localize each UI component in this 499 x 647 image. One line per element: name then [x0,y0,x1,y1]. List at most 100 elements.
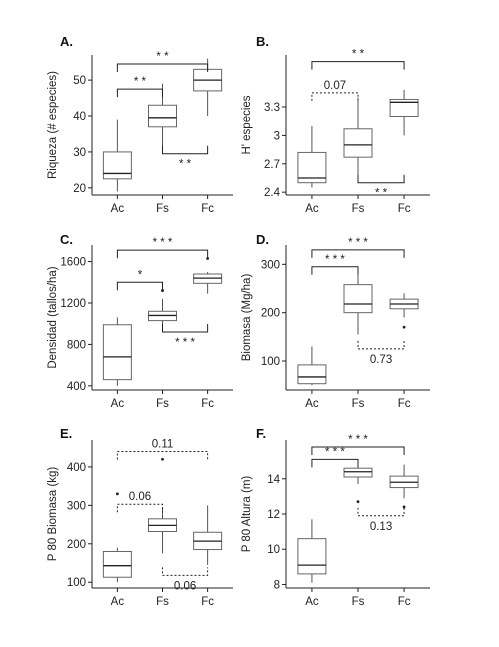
significance-bracket [311,61,405,70]
panel-letter: D. [256,232,269,247]
box-iqr [343,128,373,158]
y-tick-label: 30 [73,147,86,159]
significance-bracket [357,507,405,517]
box-iqr [343,284,373,314]
outlier-point [402,325,406,329]
y-tick-label: 2.4 [264,187,281,199]
box-iqr [102,151,132,180]
significance-label: 0.07 [324,80,346,92]
significance-label: * * [352,49,365,61]
y-tick-label: 200 [67,539,86,551]
comparison-ac-fc: * * [311,49,405,70]
y-tick-label: 300 [261,259,280,271]
x-category-label: Ac [305,203,319,215]
x-category-label: Ac [111,203,125,215]
outlier-point [402,505,406,509]
x-category-label: Fs [352,596,365,608]
panel-1: A. 20 30 40 50 Ac Fs Fc Riqueza (# especies) * * *… [47,34,233,215]
y-axis-title: P 80 Biomasa (kg) [47,467,59,562]
significance-label: * * * [153,237,173,249]
box-fc [193,505,223,565]
significance-label: * [138,269,143,281]
significance-label: 0.11 [152,439,174,451]
significance-label: * * [156,51,169,63]
significance-label: * * * [348,237,368,249]
box-fs [343,97,373,178]
comparison-ac-fs: * [116,269,163,291]
significance-label: * * [134,76,147,88]
outlier-point [356,500,360,504]
significance-bracket [116,249,209,259]
y-tick-label: 8 [274,579,280,591]
comparison-ac-fs: 0.07 [311,80,359,101]
outlier-point [161,457,164,461]
significance-label: * * [375,188,388,200]
y-axis-title: Riqueza (# especies) [47,71,59,179]
y-tick-label: 2.7 [264,159,280,171]
significance-bracket [357,340,405,350]
y-tick-label: 200 [261,308,280,320]
panel-letter: C. [60,232,73,247]
significance-bracket [311,92,359,101]
box-fc [389,293,419,329]
x-category-label: Ac [111,596,125,608]
y-tick-label: 12 [267,509,280,521]
x-category-label: Fs [156,398,169,410]
box-ac [102,317,132,386]
y-axis-title: P 80 Altura (m) [241,476,253,553]
significance-bracket [162,145,209,155]
box-fs [343,266,373,335]
box-fs [343,464,373,504]
significance-label: 0.73 [370,354,392,366]
comparison-ac-fs: * * * [311,446,359,468]
x-category-label: Fc [398,203,411,215]
comparison-ac-fc: 0.11 [116,439,209,460]
box-iqr [148,104,177,128]
comparison-fs-fc: 0.73 [357,340,405,366]
y-tick-label: 3 [274,130,280,142]
x-category-label: Ac [111,398,125,410]
box-iqr [297,538,327,575]
significance-bracket [116,451,209,460]
significance-bracket [311,446,405,456]
x-category-label: Fc [398,398,411,410]
box-iqr [102,550,132,578]
box-iqr [102,324,132,381]
significance-bracket [357,174,405,184]
significance-label: 0.06 [174,580,196,592]
comparison-ac-fc: * * * [116,237,209,259]
significance-bracket [162,567,209,576]
box-iqr [297,364,327,385]
significance-bracket [311,458,359,468]
comparison-fs-fc: * * * [162,324,209,349]
x-category-label: Fs [352,203,365,215]
x-category-label: Fc [201,398,214,410]
box-ac [102,119,132,192]
y-tick-label: 100 [67,577,86,589]
significance-bracket [311,266,359,275]
comparison-fs-fc: 0.13 [357,507,405,533]
y-tick-label: 14 [267,474,280,486]
significance-label: * * * [175,337,195,349]
panel-letter: B. [256,34,269,49]
outlier-point [206,257,210,260]
panel-6: F. 8 10 12 14 Ac Fs Fc P 80 Altura (m) * * ** * *… [241,426,430,608]
panel-2: B. 2.4 2.7 3 3.3 Ac Fs Fc H' especies * * 0.07 * * [241,34,430,215]
x-category-label: Fc [201,596,214,608]
panel-letter: A. [60,34,73,49]
box-iqr [389,98,419,117]
y-tick-label: 40 [73,111,86,123]
significance-bracket [116,88,163,98]
significance-label: * * * [325,446,345,458]
significance-bracket [116,503,163,513]
significance-bracket [311,249,405,258]
box-ac [297,125,327,188]
panel-3: C. 400 800 1200 1600 Ac Fs Fc Densidad (tallos/h… [47,232,233,410]
y-tick-label: 50 [73,75,86,87]
comparison-ac-fs: 0.06 [116,491,163,513]
x-category-label: Ac [305,398,319,410]
box-ac [297,346,327,386]
panel-letter: F. [256,426,266,441]
y-tick-label: 20 [73,183,86,195]
